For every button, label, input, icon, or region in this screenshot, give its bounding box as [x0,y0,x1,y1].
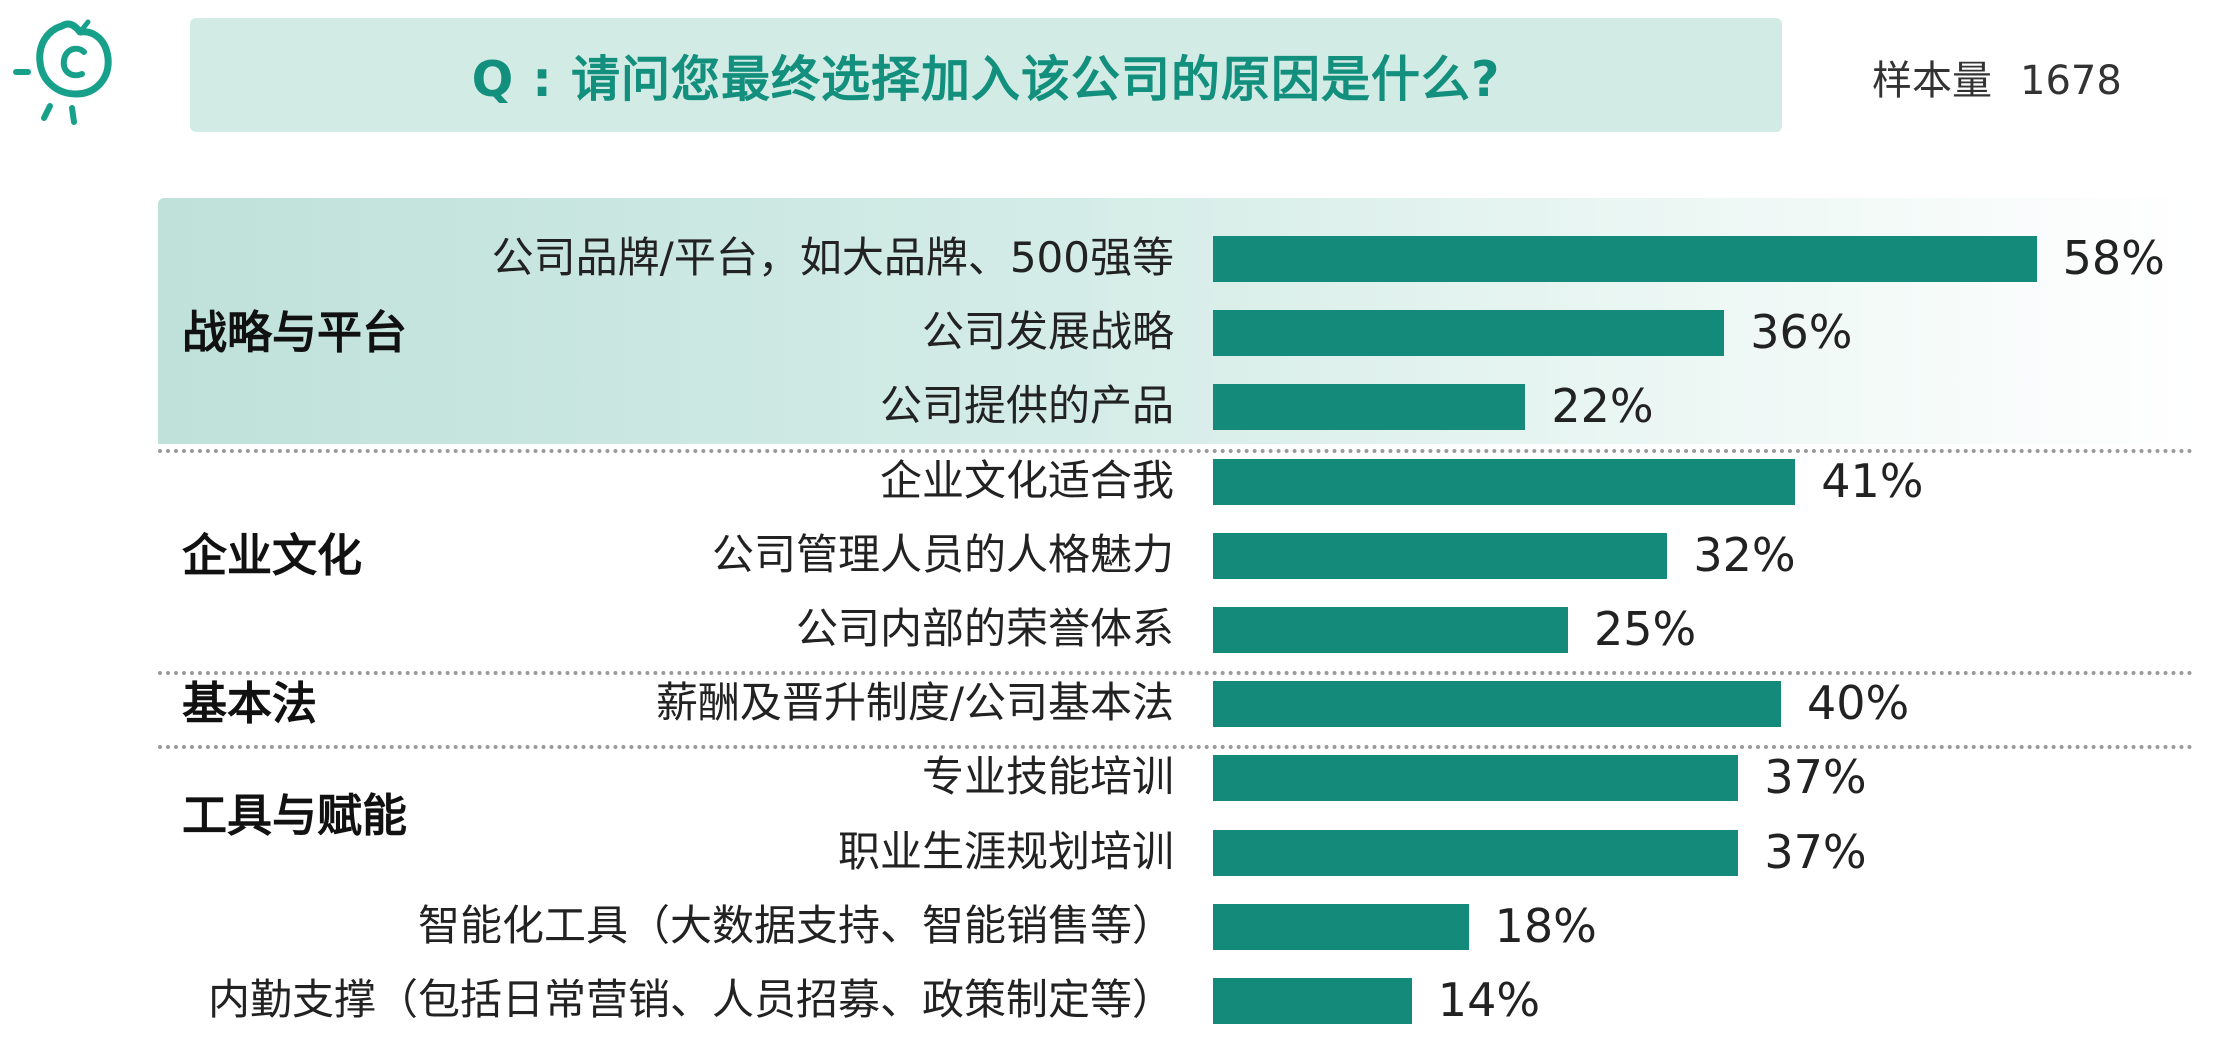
category-label: 专业技能培训 [921,752,1174,802]
group-divider [158,448,2194,453]
bar [1213,829,1739,876]
category-label: 公司内部的荣誉体系 [795,604,1174,653]
category-label: 公司提供的产品 [879,381,1174,431]
category-label: 智能化工具（大数据支持、智能销售等） [417,900,1174,950]
bar [1213,755,1739,802]
group-label: 工具与赋能 [182,788,408,842]
bar [1213,607,1568,653]
category-label: 薪酬及晋升制度/公司基本法 [655,678,1174,728]
sample-size-value: 1678 [2020,58,2122,104]
category-label: 公司品牌/平台，如大品牌、500强等 [491,233,1174,282]
bar [1213,903,1469,950]
sprout-c-mascot-icon [13,19,112,125]
group-label: 企业文化 [182,528,363,582]
value-label: 37% [1764,750,1867,805]
group-divider [158,745,2194,750]
category-label: 内勤支撑（包括日常营销、人员招募、政策制定等） [207,975,1174,1024]
group-divider [158,671,2194,676]
value-label: 25% [1594,602,1697,656]
value-label: 14% [1437,973,1541,1027]
value-label: 37% [1764,824,1867,879]
value-label: 40% [1807,676,1910,731]
bar [1213,310,1725,357]
value-label: 32% [1693,527,1796,582]
value-label: 22% [1551,379,1654,434]
bar [1213,236,2037,282]
category-label: 公司管理人员的人格魅力 [711,529,1174,579]
bar [1213,681,1781,728]
question-title: Q : 请问您最终选择加入该公司的原因是什么? [471,50,1501,108]
value-label: 41% [1821,453,1924,508]
highlight-band-strategy [158,198,2194,444]
value-label: 58% [2062,231,2165,285]
bar [1213,978,1412,1024]
value-label: 18% [1494,898,1597,953]
category-label: 公司发展战略 [921,307,1174,357]
category-label: 职业生涯规划培训 [837,826,1174,876]
sample-size-label: 样本量 [1872,58,1992,104]
category-label: 企业文化适合我 [879,455,1174,505]
value-label: 36% [1750,305,1853,360]
group-label: 基本法 [182,677,318,731]
bar [1213,384,1526,431]
group-label: 战略与平台 [182,306,408,360]
bar [1213,532,1668,579]
bar [1213,458,1796,505]
question-banner: Q : 请问您最终选择加入该公司的原因是什么? [190,18,1782,132]
sample-size: 样本量 1678 [1872,48,2122,106]
